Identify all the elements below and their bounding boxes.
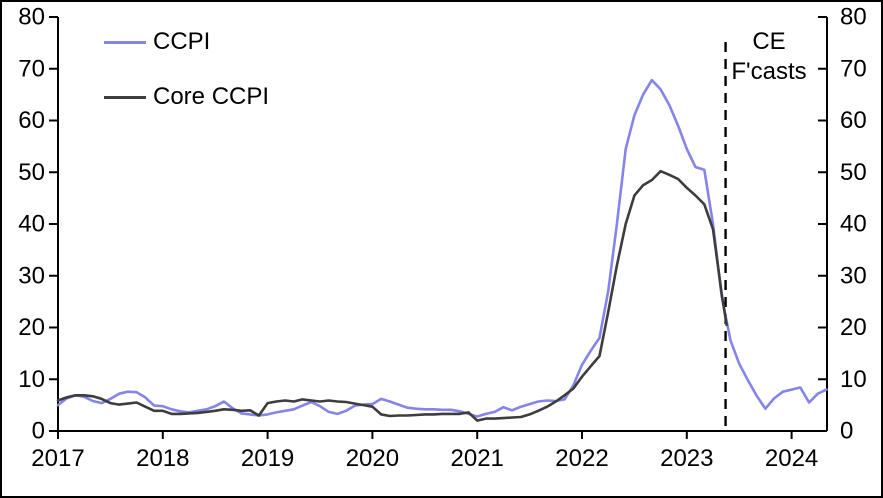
svg-text:20: 20 [18,314,45,341]
chart-legend: CCPI Core CCPI [104,28,269,138]
svg-text:2021: 2021 [451,445,504,472]
svg-text:30: 30 [840,262,867,289]
svg-text:2023: 2023 [660,445,713,472]
svg-text:50: 50 [18,159,45,186]
svg-text:60: 60 [18,107,45,134]
svg-text:40: 40 [840,211,867,238]
legend-label-ccpi: CCPI [153,28,211,55]
forecast-annotation-line1: CE [752,28,786,55]
svg-text:10: 10 [840,366,867,393]
svg-text:70: 70 [840,55,867,82]
svg-text:80: 80 [840,4,867,31]
forecast-annotation-line2: F'casts [731,58,807,85]
svg-text:2024: 2024 [765,445,818,472]
svg-text:80: 80 [18,4,45,31]
svg-text:2018: 2018 [136,445,189,472]
svg-text:2022: 2022 [555,445,608,472]
svg-text:30: 30 [18,262,45,289]
svg-text:10: 10 [18,366,45,393]
svg-text:60: 60 [840,107,867,134]
legend-label-core-ccpi: Core CCPI [153,83,270,110]
svg-text:70: 70 [18,55,45,82]
svg-text:40: 40 [18,211,45,238]
ccpi-line-swatch [104,40,146,44]
svg-text:2019: 2019 [241,445,294,472]
svg-text:0: 0 [32,418,45,445]
core-ccpi-line-swatch [104,95,146,99]
svg-text:50: 50 [840,159,867,186]
legend-item-ccpi: CCPI [104,28,269,56]
svg-text:2017: 2017 [31,445,84,472]
svg-text:0: 0 [840,418,853,445]
legend-item-core-ccpi: Core CCPI [104,83,269,111]
svg-text:20: 20 [840,314,867,341]
forecast-annotation: CE F'casts [728,27,810,87]
svg-text:2020: 2020 [346,445,399,472]
